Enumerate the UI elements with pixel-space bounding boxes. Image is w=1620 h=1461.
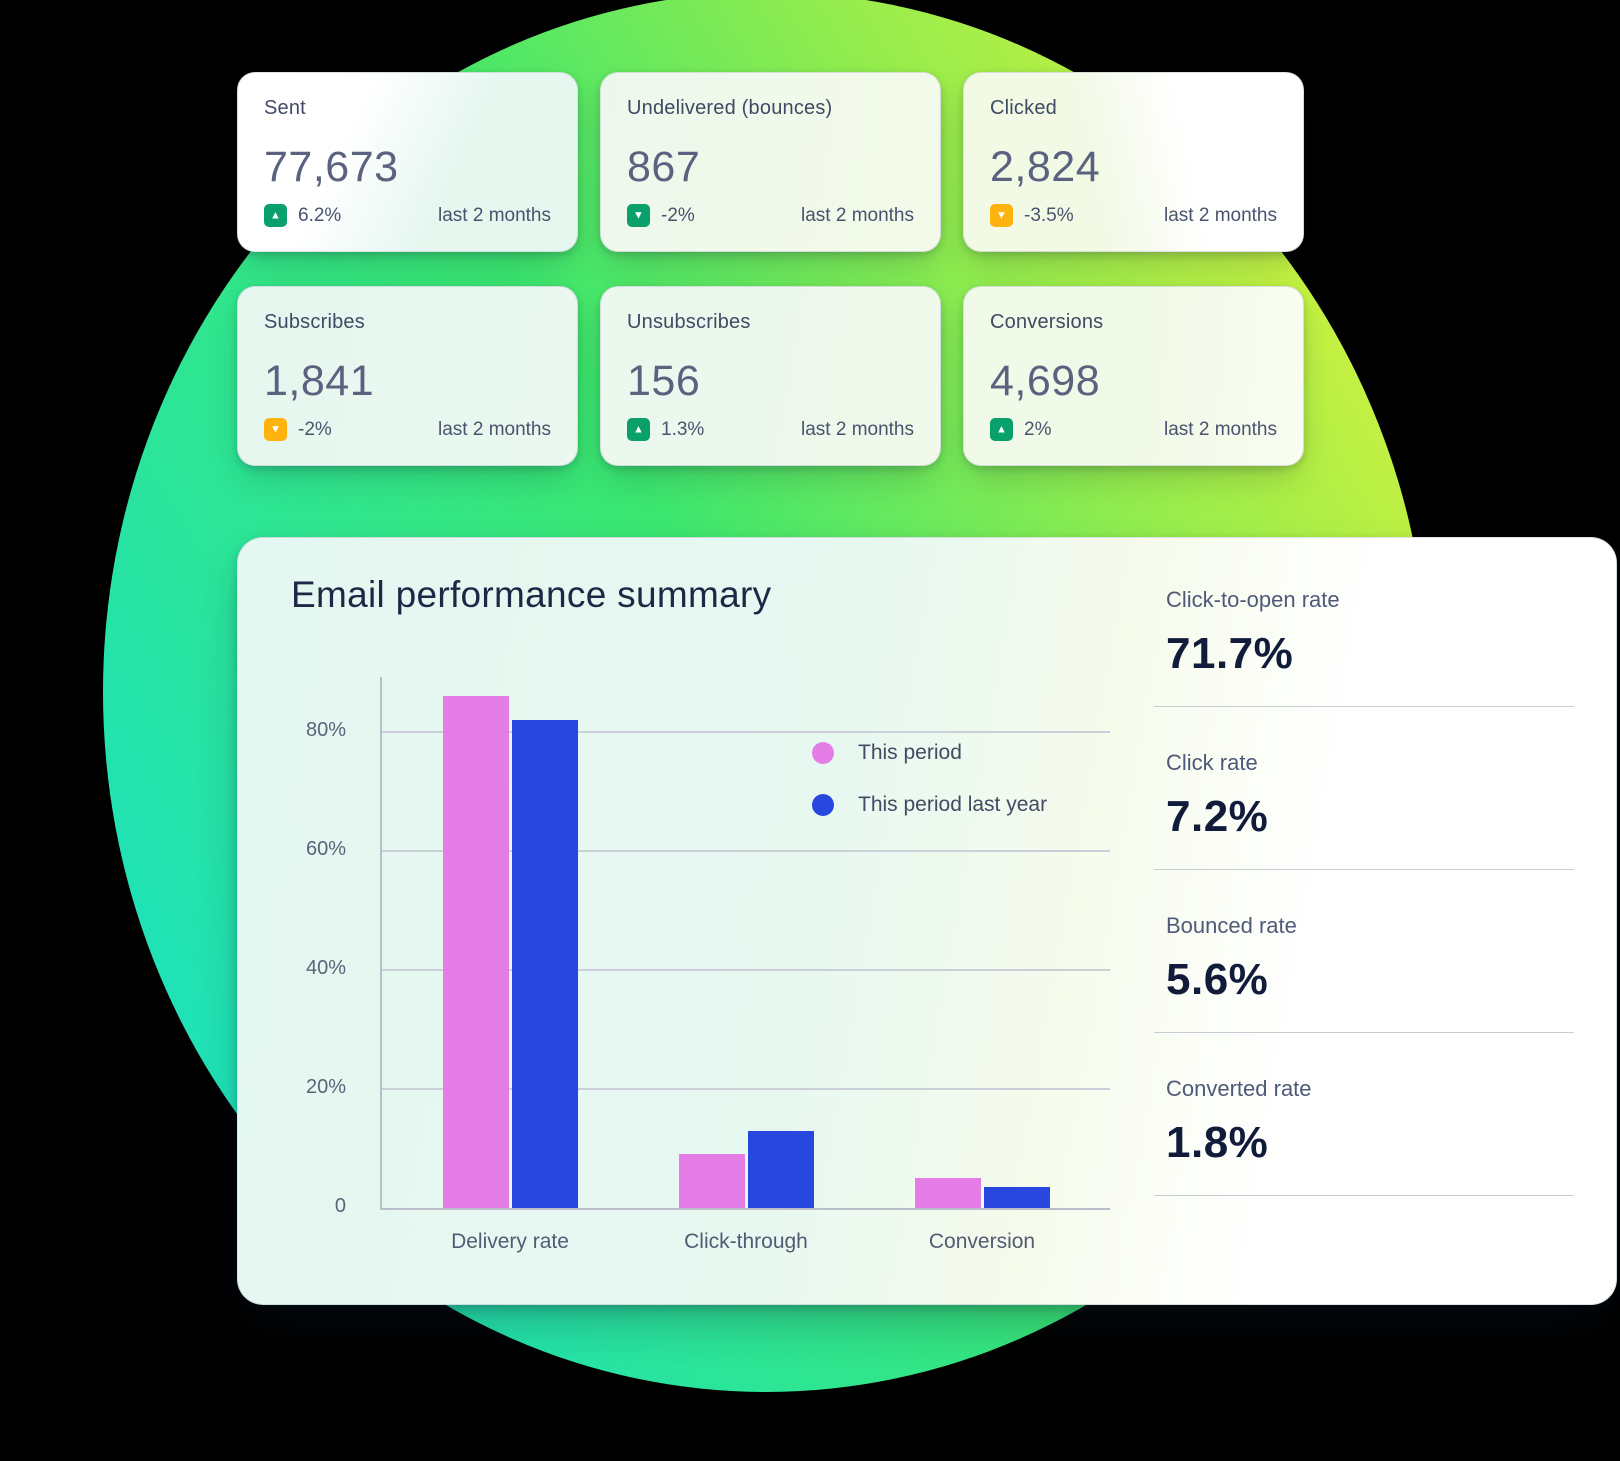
y-axis-tick-label: 20% [305,1076,346,1098]
bar-group [915,677,1050,1208]
side-stats-column: Click-to-open rate 71.7% Click rate 7.2% Bou… [1154,586,1574,1238]
side-stat-item: Converted rate 1.8% [1154,1075,1574,1196]
stat-card-footer: ▲ 2% last 2 months [990,418,1277,441]
trend-up-icon: ▲ [264,204,287,227]
chart-gridline [382,850,1110,852]
trend-down-icon: ▼ [990,204,1013,227]
email-performance-card: Email performance summary 0 20% 40% 60% 80% D… [237,537,1617,1305]
stat-card: Undelivered (bounces) 867 ▼ -2% last 2 month… [600,72,941,252]
stat-card-change: 2% [1024,418,1052,440]
legend-label: This period [858,741,962,764]
x-axis-category-label: Delivery rate [451,1230,569,1253]
stat-card-period: last 2 months [438,418,551,440]
side-stat-value: 7.2% [1166,792,1269,841]
divider [1154,869,1574,870]
side-stat-item: Click-to-open rate 71.7% [1154,586,1574,707]
stat-card-label: Sent [264,97,306,119]
chart-gridline [382,1088,1110,1090]
triangle-glyph: ▲ [270,209,281,222]
trend-up-icon: ▲ [990,418,1013,441]
side-stat-value: 5.6% [1166,955,1269,1004]
triangle-glyph: ▼ [633,209,644,222]
triangle-glyph: ▲ [996,423,1007,436]
y-axis-tick-label: 0 [334,1195,346,1217]
stat-card-label: Undelivered (bounces) [627,97,833,119]
stat-card-footer: ▼ -2% last 2 months [264,418,551,441]
stat-card-value: 867 [627,143,701,191]
stat-card-label: Conversions [990,311,1104,333]
triangle-glyph: ▲ [633,423,644,436]
trend-down-icon: ▼ [264,418,287,441]
triangle-glyph: ▼ [270,423,281,436]
stat-cards-grid: Sent 77,673 ▲ 6.2% last 2 months Undelivered … [237,72,1304,466]
side-stat-label: Bounced rate [1166,913,1297,938]
legend-dot-icon [812,742,834,764]
chart-gridline [382,969,1110,971]
y-axis-tick-label: 40% [305,957,346,979]
stat-card-footer: ▲ 1.3% last 2 months [627,418,914,441]
bar-this-period [443,696,509,1208]
stat-card-value: 1,841 [264,357,375,405]
stat-card-label: Subscribes [264,311,365,333]
stat-card-change: -3.5% [1024,204,1074,226]
stat-card-period: last 2 months [1164,204,1277,226]
x-axis-category-label: Click-through [684,1230,808,1253]
stat-card-change: 6.2% [298,204,342,226]
bar-last-year [512,720,578,1208]
stat-card-label: Clicked [990,97,1057,119]
side-stat-label: Click-to-open rate [1166,587,1340,612]
x-axis-category-label: Conversion [928,1230,1036,1253]
side-stat-label: Converted rate [1166,1076,1312,1101]
stat-card: Conversions 4,698 ▲ 2% last 2 months [963,286,1304,466]
stat-card: Unsubscribes 156 ▲ 1.3% last 2 months [600,286,941,466]
bar-this-period [679,1154,745,1208]
legend-item: This period [812,741,1047,765]
stat-card: Sent 77,673 ▲ 6.2% last 2 months [237,72,578,252]
y-axis-tick-label: 60% [305,838,346,860]
stat-card-footer: ▼ -2% last 2 months [627,204,914,227]
bar-group [443,677,578,1208]
stat-card-change: 1.3% [661,418,705,440]
bar-last-year [748,1130,814,1208]
stat-card-period: last 2 months [438,204,551,226]
divider [1154,706,1574,707]
legend-dot-icon [812,794,834,816]
stat-card-value: 77,673 [264,143,399,191]
stat-card-value: 2,824 [990,143,1101,191]
bar-group [679,677,814,1208]
side-stat-label: Click rate [1166,750,1258,775]
stat-card-footer: ▲ 6.2% last 2 months [264,204,551,227]
triangle-glyph: ▼ [996,209,1007,222]
side-stat-value: 1.8% [1166,1118,1269,1167]
stat-card-period: last 2 months [1164,418,1277,440]
bar-this-period [915,1178,981,1208]
stat-card-period: last 2 months [801,204,914,226]
stat-card-value: 4,698 [990,357,1101,405]
chart-gridline [382,731,1110,733]
side-stat-item: Click rate 7.2% [1154,749,1574,870]
stat-card-label: Unsubscribes [627,311,751,333]
legend-item: This period last year [812,793,1047,817]
side-stat-value: 71.7% [1166,629,1294,678]
card-title: Email performance summary [291,574,772,615]
divider [1154,1195,1574,1196]
stat-card: Clicked 2,824 ▼ -3.5% last 2 months [963,72,1304,252]
bar-chart-plot: 0 20% 40% 60% 80% Delivery rate Click-through C… [306,677,1110,1253]
bar-last-year [984,1187,1050,1208]
stat-card: Subscribes 1,841 ▼ -2% last 2 months [237,286,578,466]
stat-card-footer: ▼ -3.5% last 2 months [990,204,1277,227]
stat-card-period: last 2 months [801,418,914,440]
legend-label: This period last year [858,793,1048,816]
trend-up-icon: ▲ [627,418,650,441]
chart-legend: This period This period last year [812,741,1047,845]
divider [1154,1032,1574,1033]
side-stat-item: Bounced rate 5.6% [1154,912,1574,1033]
trend-down-icon: ▼ [627,204,650,227]
stat-card-change: -2% [298,418,332,440]
stat-card-value: 156 [627,357,701,405]
stat-card-change: -2% [661,204,695,226]
y-axis-tick-label: 80% [305,719,346,741]
